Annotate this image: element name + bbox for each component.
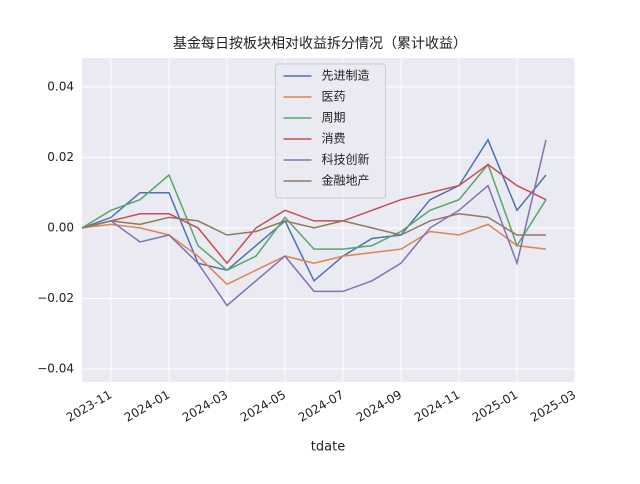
y-tick-label: 0.04	[47, 79, 74, 93]
y-tick-label: −0.04	[37, 361, 74, 375]
series-line	[81, 138, 547, 283]
legend-label: 先进制造	[322, 69, 370, 83]
x-tick-label: 2024-01	[122, 388, 172, 425]
x-tick-label: 2024-07	[296, 388, 346, 425]
series-line	[81, 163, 547, 265]
x-tick-label: 2025-01	[470, 388, 520, 425]
y-tick-label: 0.02	[47, 150, 74, 164]
y-tick-label: 0.00	[47, 220, 74, 234]
legend-label: 科技创新	[322, 152, 370, 167]
x-axis-label: tdate	[311, 440, 345, 455]
x-tick-label: 2025-03	[528, 388, 578, 425]
series-line	[81, 139, 547, 307]
x-tick-label: 2024-03	[180, 388, 230, 425]
series-line	[81, 163, 547, 272]
x-tick-label: 2024-05	[238, 388, 288, 425]
x-tick-label: 2024-09	[354, 388, 404, 425]
legend-label: 金融地产	[322, 173, 370, 188]
series-line	[81, 223, 547, 286]
legend-label: 医药	[322, 90, 346, 104]
x-tick-label: 2023-11	[64, 388, 114, 425]
chart-title: 基金每日按板块相对收益拆分情况（累计收益）	[173, 35, 467, 52]
y-tick-label: −0.02	[37, 291, 74, 305]
x-tick-label: 2024-11	[412, 388, 462, 425]
legend-label: 消费	[322, 132, 346, 146]
series-line	[81, 213, 546, 236]
legend-label: 周期	[322, 111, 346, 125]
